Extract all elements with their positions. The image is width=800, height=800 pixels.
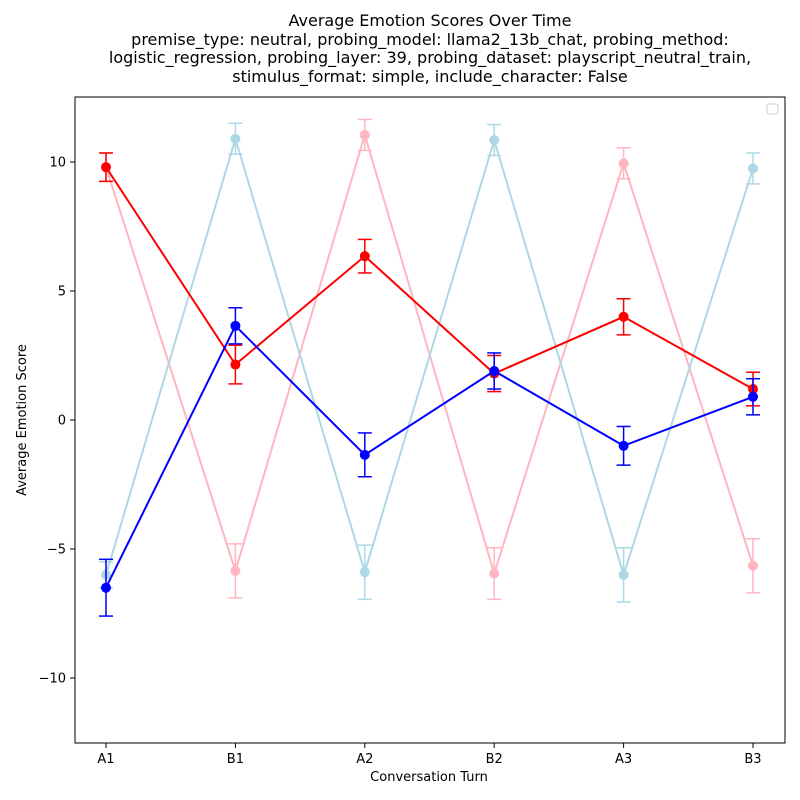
y-tick-label: 0 — [58, 414, 66, 429]
y-tick-label: 5 — [58, 285, 66, 300]
data-point — [230, 359, 241, 370]
plot-frame — [74, 96, 786, 744]
y-tick-label: 10 — [49, 156, 66, 171]
x-tick-label: B3 — [744, 752, 761, 767]
series-4 — [99, 307, 760, 617]
chart-subtitle-line-1: premise_type: neutral, probing_model: ll… — [131, 29, 729, 49]
x-tick-label: B2 — [486, 752, 503, 767]
series-4-line — [105, 324, 754, 589]
chart-subtitle-line-2: logistic_regression, probing_layer: 39, … — [108, 48, 752, 67]
data-point — [489, 135, 500, 146]
data-point — [618, 311, 629, 322]
data-point — [359, 129, 370, 140]
y-tick-label: −10 — [39, 672, 66, 687]
series-2-line — [105, 135, 754, 579]
data-point — [748, 560, 758, 571]
data-point — [230, 320, 241, 331]
x-axis-label: Conversation Turn — [370, 770, 488, 785]
data-point — [101, 162, 111, 173]
data-point — [489, 568, 500, 579]
data-point — [748, 391, 758, 402]
x-tick-label: A1 — [97, 752, 114, 767]
data-point — [230, 133, 241, 144]
data-point — [230, 565, 241, 576]
legend-box — [766, 103, 779, 115]
x-tick-label: A3 — [615, 752, 632, 767]
x-tick-label: A2 — [356, 752, 373, 767]
data-point — [618, 440, 629, 451]
data-point — [359, 567, 370, 578]
data-point — [618, 569, 629, 580]
chart-title-block: Average Emotion Scores Over Time premise… — [0, 11, 800, 86]
data-point — [489, 365, 500, 376]
data-point — [618, 158, 629, 169]
y-axis-label: Average Emotion Score — [15, 344, 30, 496]
x-tick-label: B1 — [227, 752, 244, 767]
data-point — [359, 449, 370, 460]
chart-subtitle-line-3: stimulus_format: simple, include_charact… — [232, 66, 628, 86]
y-tick-label: −5 — [47, 543, 66, 558]
plot-layer — [99, 118, 760, 617]
series-3-line — [105, 166, 754, 390]
chart-title: Average Emotion Scores Over Time — [288, 11, 572, 30]
data-point — [101, 582, 111, 593]
series-3 — [99, 152, 760, 407]
series-2 — [99, 122, 760, 603]
data-point — [748, 163, 758, 174]
data-point — [359, 251, 370, 262]
